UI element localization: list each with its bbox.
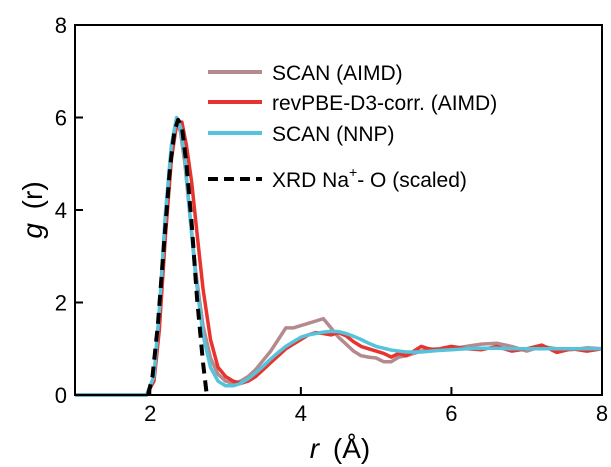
legend: SCAN (AIMD) revPBE-D3-corr. (AIMD) SCAN … xyxy=(208,62,497,192)
y-tick-label: 2 xyxy=(55,291,67,316)
x-tick-label: 6 xyxy=(445,401,457,426)
ticks-layer: 2 4 6 8 0 2 4 6 8 xyxy=(55,13,608,426)
x-axis-var: r xyxy=(310,433,321,464)
series-layer xyxy=(75,115,603,397)
legend-label-scan-aimd: SCAN (AIMD) xyxy=(272,62,403,85)
x-axis-unit: (Å) xyxy=(333,433,370,464)
x-tick-label: 8 xyxy=(596,401,608,426)
legend-label-xrd-part1: XRD Na xyxy=(272,169,349,192)
y-tick-label: 6 xyxy=(55,106,67,131)
legend-label-xrd: XRD Na+- O (scaled) xyxy=(272,164,467,192)
x-axis-label: r (Å) xyxy=(310,433,370,464)
y-tick-label: 8 xyxy=(55,13,67,38)
legend-label-scan-nnp: SCAN (NNP) xyxy=(272,123,395,146)
y-tick-label: 0 xyxy=(55,383,67,408)
y-tick-label: 4 xyxy=(55,198,67,223)
legend-label-xrd-part2: - O (scaled) xyxy=(357,169,467,192)
x-tick-label: 2 xyxy=(144,401,156,426)
y-axis-var: g xyxy=(17,223,48,239)
y-axis-label: g (r) xyxy=(17,181,48,238)
series-line-3 xyxy=(146,117,209,396)
x-tick-label: 4 xyxy=(295,401,307,426)
legend-label-revpbe: revPBE-D3-corr. (AIMD) xyxy=(272,92,497,115)
legend-label-xrd-sup: + xyxy=(349,164,357,180)
y-axis-arg: (r) xyxy=(17,181,48,209)
